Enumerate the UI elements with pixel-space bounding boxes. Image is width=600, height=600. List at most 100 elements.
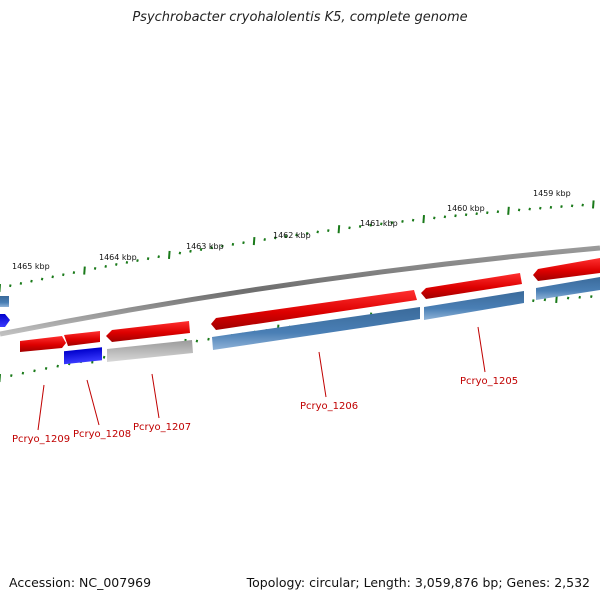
inner-track-minor-tick (207, 337, 210, 341)
inner-track-minor-tick (102, 355, 106, 359)
outer-track-minor-tick (443, 215, 447, 219)
outer-track-minor-tick (486, 211, 489, 215)
outer-track-minor-tick (30, 279, 33, 283)
kbp-label-1462: 1462 kbp (273, 231, 311, 240)
outer-track-minor-tick (517, 208, 521, 212)
kbp-label-1459: 1459 kbp (533, 189, 571, 198)
inner-track-minor-tick (33, 369, 36, 373)
outer-track-minor-tick (93, 267, 97, 270)
outer-track-minor-tick (411, 218, 415, 222)
gene-pseudo-pcryo-1207[interactable] (107, 340, 193, 362)
outer-track-minor-tick (369, 223, 372, 227)
gene-forward-pcryo-1209[interactable] (20, 336, 66, 352)
accession-text: Accession: NC_007969 (9, 575, 152, 590)
outer-tick-track (0, 200, 595, 293)
outer-track-minor-tick (327, 229, 330, 232)
outer-track-minor-tick (560, 205, 563, 209)
outer-track-major-tick (507, 206, 510, 215)
outer-track-minor-tick (242, 241, 245, 245)
gene-label-leaders (37, 326, 486, 431)
gene-forward-pcryo-1207[interactable] (106, 321, 190, 342)
gene-label-pcryo-1209[interactable]: Pcryo_1209 (12, 434, 70, 445)
outer-track-minor-tick (348, 226, 351, 230)
outer-track-minor-tick (19, 282, 23, 285)
outer-track-minor-tick (72, 271, 76, 275)
outer-track-major-tick (422, 214, 425, 224)
gene-label-pcryo-1207[interactable]: Pcryo_1207 (133, 422, 191, 433)
outer-track-minor-tick (358, 225, 362, 228)
outer-track-minor-tick (454, 214, 457, 218)
inner-track-minor-tick (532, 299, 535, 303)
inner-track-minor-tick (578, 295, 581, 299)
outer-track-minor-tick (464, 213, 468, 217)
gene-reverse-pcryo-1205[interactable] (424, 291, 524, 320)
gene-reverse-edge[interactable] (0, 296, 9, 307)
inner-track-minor-tick (543, 298, 547, 302)
kbp-label-1460: 1460 kbp (447, 204, 485, 213)
gene-rna-edge[interactable] (0, 314, 10, 327)
gene-label-pcryo-1206[interactable]: Pcryo_1206 (300, 401, 358, 412)
outer-track-minor-tick (295, 233, 298, 237)
outer-track-minor-tick (157, 255, 160, 259)
outer-track-minor-tick (401, 219, 404, 223)
inner-track-minor-tick (566, 296, 570, 300)
topology-text: Topology: circular; Length: 3,059,876 bp… (246, 575, 590, 590)
outer-track-minor-tick (274, 236, 277, 240)
outer-track-major-tick (252, 237, 256, 246)
outer-track-minor-tick (570, 204, 574, 208)
kbp-label-1461: 1461 kbp (360, 219, 398, 228)
outer-track-minor-tick (475, 212, 478, 216)
outer-track-minor-tick (178, 251, 182, 255)
gene-labels: Pcryo_1209 Pcryo_1208 Pcryo_1207 Pcryo_1… (12, 376, 518, 445)
gene-reverse-next[interactable] (536, 277, 600, 300)
outer-track-minor-tick (62, 273, 65, 277)
outer-track-minor-tick (496, 210, 500, 214)
outer-track-major-tick (168, 250, 171, 259)
outer-track-major-tick (83, 266, 86, 275)
outer-track-minor-tick (433, 216, 436, 220)
outer-track-minor-tick (125, 261, 129, 264)
gene-rna-pcryo-1208[interactable] (64, 347, 102, 365)
gene-forward-pcryo-1208[interactable] (64, 331, 100, 346)
kbp-label-1464: 1464 kbp (99, 253, 137, 262)
outer-track-minor-tick (40, 277, 44, 281)
outer-track-minor-tick (51, 275, 54, 279)
gene-label-pcryo-1208[interactable]: Pcryo_1208 (73, 429, 131, 440)
inner-track-minor-tick (590, 295, 593, 298)
outer-track-minor-tick (104, 264, 107, 268)
outer-track-minor-tick (221, 244, 224, 248)
outer-track-minor-tick (146, 257, 150, 261)
outer-track-minor-tick (115, 263, 118, 266)
kbp-label-1463: 1463 kbp (186, 242, 224, 251)
outer-track-minor-tick (136, 259, 139, 262)
outer-track-minor-tick (380, 222, 383, 226)
kbp-markers: 1465 kbp 1464 kbp 1463 kbp 1462 kbp 1461… (12, 189, 571, 271)
genome-backbone (0, 245, 600, 337)
inner-track-minor-tick (44, 366, 48, 370)
gene-label-pcryo-1205[interactable]: Pcryo_1205 (460, 376, 518, 387)
outer-track-major-tick (592, 200, 595, 209)
gene-forward-pcryo-1205[interactable] (421, 273, 522, 299)
outer-track-minor-tick (199, 248, 203, 251)
outer-track-minor-tick (284, 234, 288, 238)
inner-track-minor-tick (10, 374, 13, 378)
outer-track-minor-tick (210, 246, 213, 250)
outer-track-minor-tick (305, 231, 309, 235)
outer-track-minor-tick (189, 249, 192, 253)
outer-track-minor-tick (316, 230, 319, 234)
outer-track-minor-tick (390, 221, 394, 225)
kbp-label-1465: 1465 kbp (12, 262, 50, 271)
map-title: Psychrobacter cryohalolentis K5, complet… (132, 10, 468, 25)
inner-track-minor-tick (56, 364, 59, 368)
outer-track-major-tick (337, 225, 341, 234)
outer-track-minor-tick (539, 206, 542, 210)
gene-forward-pcryo-1206[interactable] (211, 290, 417, 330)
gene-reverse-pcryo-1206[interactable] (212, 307, 420, 350)
outer-track-minor-tick (263, 238, 266, 241)
outer-track-minor-tick (581, 203, 584, 207)
inner-track-minor-tick (195, 339, 199, 343)
outer-track-minor-tick (9, 284, 12, 288)
outer-track-minor-tick (231, 242, 235, 246)
gene-forward-next[interactable] (533, 258, 600, 281)
